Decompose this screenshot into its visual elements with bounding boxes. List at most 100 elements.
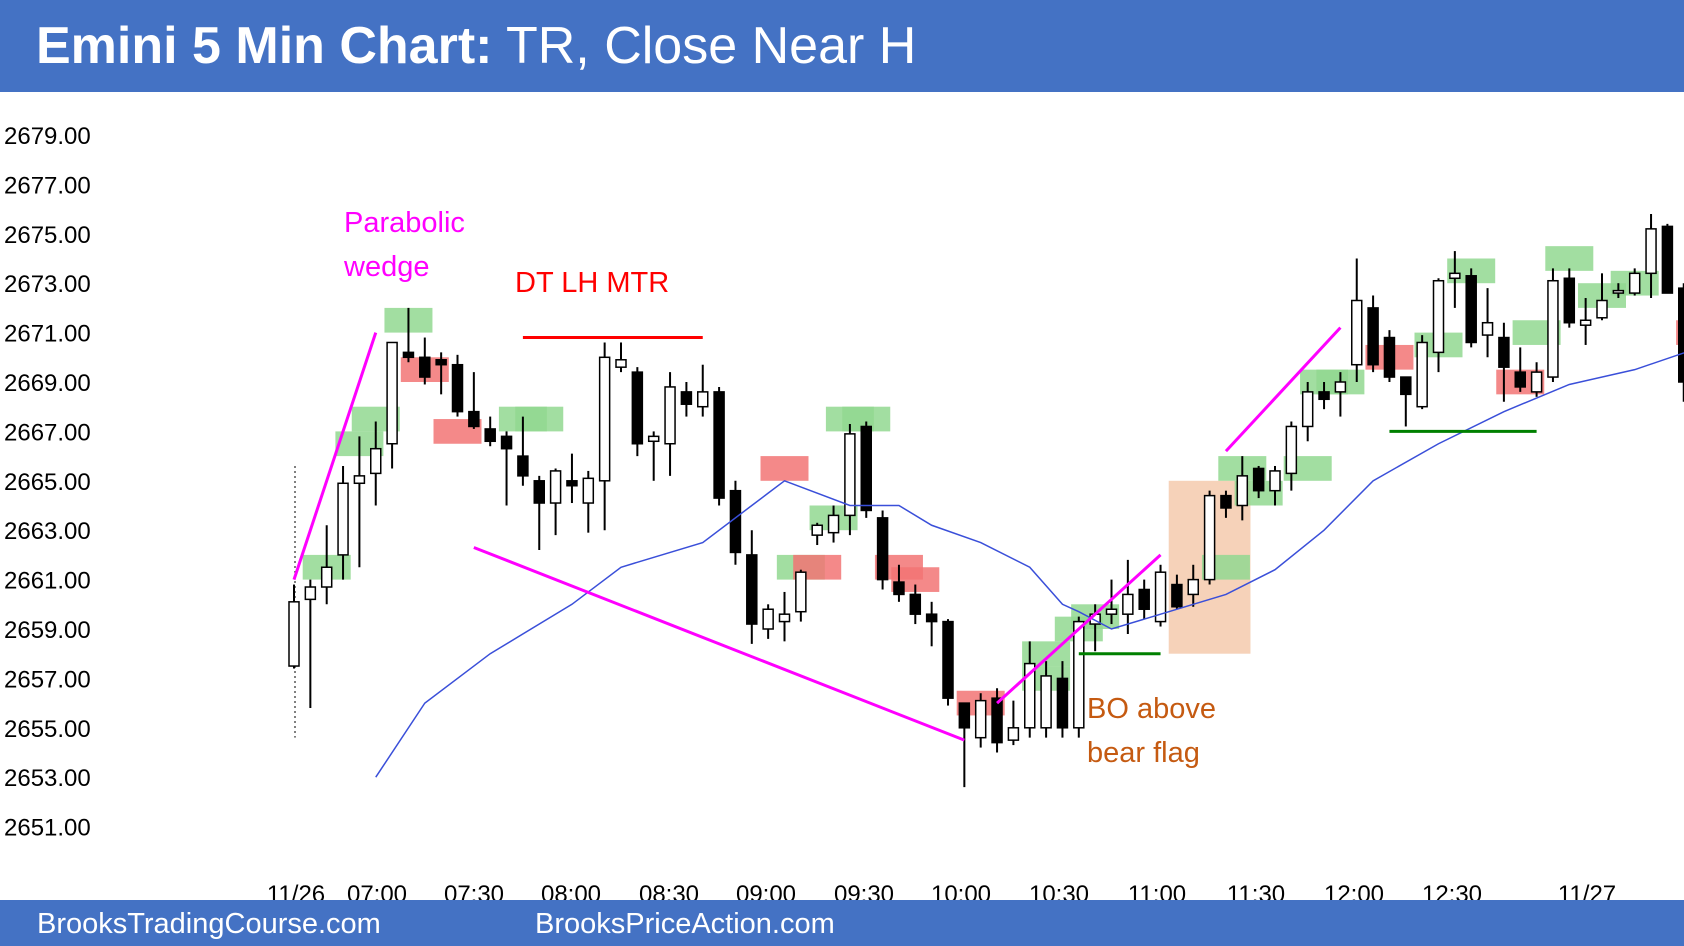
bull-candle-body [1351, 299, 1363, 366]
green-signal-box [1545, 246, 1594, 271]
bear-candle-body [419, 356, 431, 378]
candle [1498, 322, 1510, 402]
x-tick-label: 11/26 [267, 881, 325, 900]
bear-candle-body [484, 428, 496, 443]
annotation-label: wedge [343, 251, 429, 283]
y-tick-label: 2673.00 [4, 271, 91, 298]
candle [1530, 362, 1543, 397]
candle [925, 601, 938, 647]
bull-candle-body [1530, 371, 1543, 393]
bull-candle-body [1285, 425, 1298, 475]
candle [1154, 564, 1167, 627]
y-tick-label: 2669.00 [4, 370, 91, 397]
candle [1400, 376, 1412, 427]
candle [549, 468, 562, 536]
candle [1547, 268, 1559, 382]
annotation-label: BO above [1087, 693, 1216, 725]
candle [680, 382, 693, 417]
candle [1661, 223, 1674, 294]
red-signal-box [760, 456, 809, 481]
bull-candle-body [1334, 381, 1347, 393]
bull-candle-body [1481, 321, 1494, 336]
candle [1334, 372, 1347, 417]
bull-candle-body [974, 699, 987, 739]
candle [304, 579, 317, 709]
bull-candle-body [1024, 662, 1036, 729]
candle [1432, 278, 1445, 373]
bear-candle-body [1563, 277, 1576, 324]
bear-candle-body [1465, 275, 1477, 344]
ema-line [375, 352, 1684, 778]
bull-candle-body [1105, 608, 1118, 615]
bear-candle-body [925, 613, 938, 623]
bull-candle-body [1628, 272, 1641, 294]
candle [811, 522, 823, 546]
candle [778, 591, 791, 642]
bear-candle-body [1383, 336, 1396, 378]
candle [729, 480, 742, 565]
candle [844, 423, 856, 536]
candle [1579, 298, 1592, 345]
candle [1628, 268, 1641, 296]
candle [713, 386, 725, 506]
bull-candle-body [1073, 620, 1085, 729]
bull-candle-body [1547, 279, 1559, 378]
y-tick-label: 2677.00 [4, 172, 91, 199]
candle [1301, 382, 1314, 442]
footer-bar: BrooksTradingCourse.com BrooksPriceActio… [0, 900, 1684, 946]
footer-right-link[interactable]: BrooksPriceAction.com [535, 908, 835, 940]
bear-candle-body [713, 391, 725, 499]
bull-candle-body [647, 435, 660, 443]
bear-candle-body [1367, 307, 1379, 366]
bear-candle-body [533, 480, 545, 504]
candle [942, 619, 954, 706]
bear-candle-body [680, 391, 693, 405]
bull-candle-body [1187, 578, 1199, 596]
bear-candle-body [1498, 336, 1510, 368]
x-tick-label: 12:00 [1324, 881, 1384, 900]
x-tick-label: 08:30 [639, 881, 699, 900]
candle [566, 453, 578, 504]
bull-candle-body [1154, 571, 1167, 623]
candle [1465, 268, 1477, 348]
annotation-label: Parabolic [344, 207, 465, 239]
candle [631, 367, 644, 457]
candle [1596, 273, 1608, 321]
candle [909, 584, 922, 625]
chart-title: Emini 5 Min Chart: TR, Close Near H [36, 14, 916, 78]
candle [533, 475, 545, 550]
bull-candle-body [844, 433, 856, 517]
candle [288, 584, 300, 669]
y-tick-label: 2655.00 [4, 716, 91, 743]
candle [1416, 335, 1428, 410]
candle [337, 465, 349, 580]
bear-candle-body [1171, 583, 1183, 608]
candle [1514, 347, 1526, 392]
footer-left-link[interactable]: BrooksTradingCourse.com [37, 908, 381, 940]
x-tick-label: 11/27 [1558, 881, 1616, 900]
x-tick-label: 10:30 [1029, 881, 1089, 900]
candle [1563, 268, 1576, 328]
bull-candle-body [811, 524, 823, 536]
y-tick-label: 2663.00 [4, 518, 91, 545]
bull-candle-body [1596, 299, 1608, 319]
candle [1007, 700, 1020, 746]
x-tick-label: 09:30 [834, 881, 894, 900]
bear-candle-body [729, 489, 742, 554]
y-tick-label: 2671.00 [4, 321, 91, 348]
candle [1203, 490, 1216, 585]
bear-candle-body [1400, 376, 1412, 396]
candle [517, 416, 529, 486]
y-tick-label: 2675.00 [4, 222, 91, 249]
candle [353, 436, 366, 568]
candle [893, 564, 905, 602]
bull-candle-body [1269, 470, 1281, 492]
candle [664, 372, 676, 476]
annotation-label: bear flag [1087, 737, 1200, 769]
candle [762, 604, 774, 639]
bull-candle-body [1645, 228, 1657, 275]
candle [419, 337, 431, 385]
bull-candle-body [582, 477, 595, 504]
candle [468, 372, 480, 429]
candle [1449, 251, 1461, 308]
